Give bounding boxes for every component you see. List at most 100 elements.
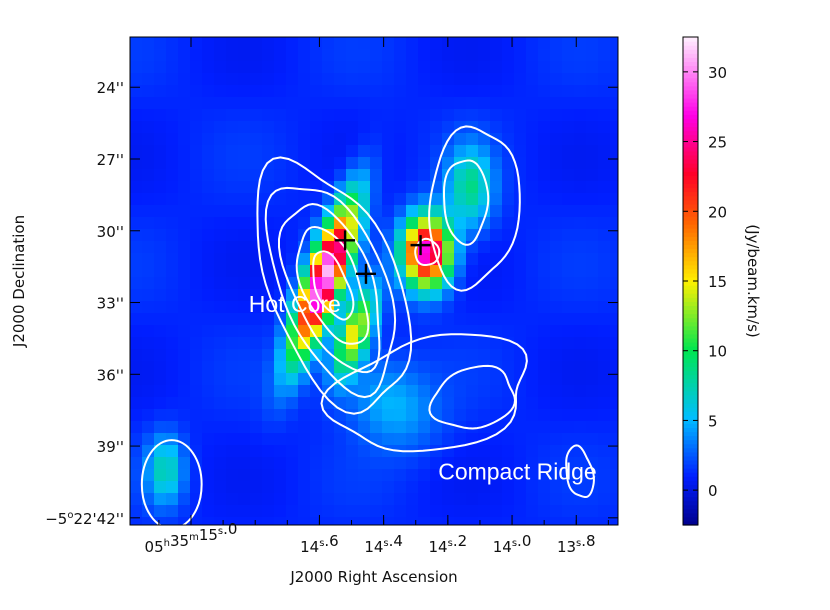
map-pixel [250, 49, 263, 62]
map-pixel [550, 109, 563, 122]
map-pixel [598, 85, 611, 98]
colorbar-segment [683, 85, 698, 91]
map-pixel [610, 421, 619, 434]
map-pixel [442, 157, 455, 170]
map-pixel [610, 229, 619, 242]
map-pixel [466, 445, 479, 458]
map-pixel [250, 397, 263, 410]
map-pixel [418, 373, 431, 386]
map-pixel [418, 169, 431, 182]
map-pixel [562, 133, 575, 146]
map-pixel [526, 109, 539, 122]
map-pixel [226, 505, 239, 518]
map-pixel [190, 361, 203, 374]
colorbar-segment [683, 309, 698, 315]
map-pixel [478, 301, 491, 314]
map-pixel [598, 385, 611, 398]
map-pixel [238, 445, 251, 458]
map-pixel [226, 289, 239, 302]
map-pixel [286, 373, 299, 386]
map-pixel [334, 301, 347, 314]
map-pixel [250, 193, 263, 206]
map-pixel [238, 49, 251, 62]
map-pixel [514, 505, 527, 518]
map-pixel [538, 37, 551, 50]
map-pixel [130, 385, 143, 398]
map-pixel [298, 145, 311, 158]
map-pixel [430, 445, 443, 458]
map-pixel [538, 469, 551, 482]
map-pixel [286, 397, 299, 410]
map-pixel [598, 121, 611, 134]
map-pixel [418, 49, 431, 62]
map-pixel [490, 121, 503, 134]
map-pixel [466, 469, 479, 482]
map-pixel [238, 457, 251, 470]
map-pixel [166, 181, 179, 194]
map-pixel [154, 385, 167, 398]
map-pixel [226, 145, 239, 158]
map-pixel [586, 97, 599, 110]
map-pixel [202, 433, 215, 446]
map-pixel [178, 469, 191, 482]
map-pixel [406, 409, 419, 422]
map-pixel [382, 181, 395, 194]
map-pixel [310, 49, 323, 62]
map-pixel [214, 145, 227, 158]
colorbar-tick-label: 20 [708, 203, 727, 221]
colorbar-segment [683, 378, 698, 384]
colorbar-segment [683, 73, 698, 79]
map-pixel [262, 241, 275, 254]
map-pixel [514, 301, 527, 314]
map-pixel [502, 481, 515, 494]
map-pixel [346, 97, 359, 110]
map-pixel [406, 421, 419, 434]
map-pixel [454, 169, 467, 182]
map-pixel [598, 157, 611, 170]
map-pixel [442, 241, 455, 254]
map-pixel [310, 97, 323, 110]
map-pixel [574, 481, 587, 494]
map-pixel [490, 349, 503, 362]
map-pixel [298, 457, 311, 470]
map-pixel [286, 61, 299, 74]
map-pixel [598, 349, 611, 362]
map-pixel [502, 97, 515, 110]
map-pixel [202, 157, 215, 170]
beam-ellipse-group [140, 439, 203, 530]
map-pixel [238, 121, 251, 134]
colorbar-segment [683, 69, 698, 75]
map-pixel [238, 97, 251, 110]
map-pixel [490, 325, 503, 338]
map-pixel [166, 85, 179, 98]
map-pixel [538, 457, 551, 470]
map-pixel [586, 373, 599, 386]
map-pixel [610, 49, 619, 62]
map-pixel [526, 421, 539, 434]
map-pixel [190, 481, 203, 494]
map-pixel [418, 157, 431, 170]
map-pixel [562, 205, 575, 218]
map-pixel [538, 277, 551, 290]
map-pixel [610, 325, 619, 338]
map-pixel [370, 181, 383, 194]
map-pixel [562, 409, 575, 422]
map-pixel [598, 469, 611, 482]
map-pixel [346, 109, 359, 122]
map-pixel [238, 373, 251, 386]
map-pixel [142, 193, 155, 206]
map-pixel [610, 193, 619, 206]
colorbar-segment [683, 126, 698, 132]
map-pixel [562, 253, 575, 266]
map-pixel [178, 193, 191, 206]
map-pixel [154, 169, 167, 182]
map-pixel [442, 109, 455, 122]
map-pixel [490, 445, 503, 458]
map-pixel [166, 349, 179, 362]
map-pixel [442, 313, 455, 326]
map-pixel [262, 205, 275, 218]
map-pixel [214, 61, 227, 74]
map-pixel [478, 373, 491, 386]
colorbar-segment [683, 504, 698, 510]
map-pixel [250, 517, 263, 526]
